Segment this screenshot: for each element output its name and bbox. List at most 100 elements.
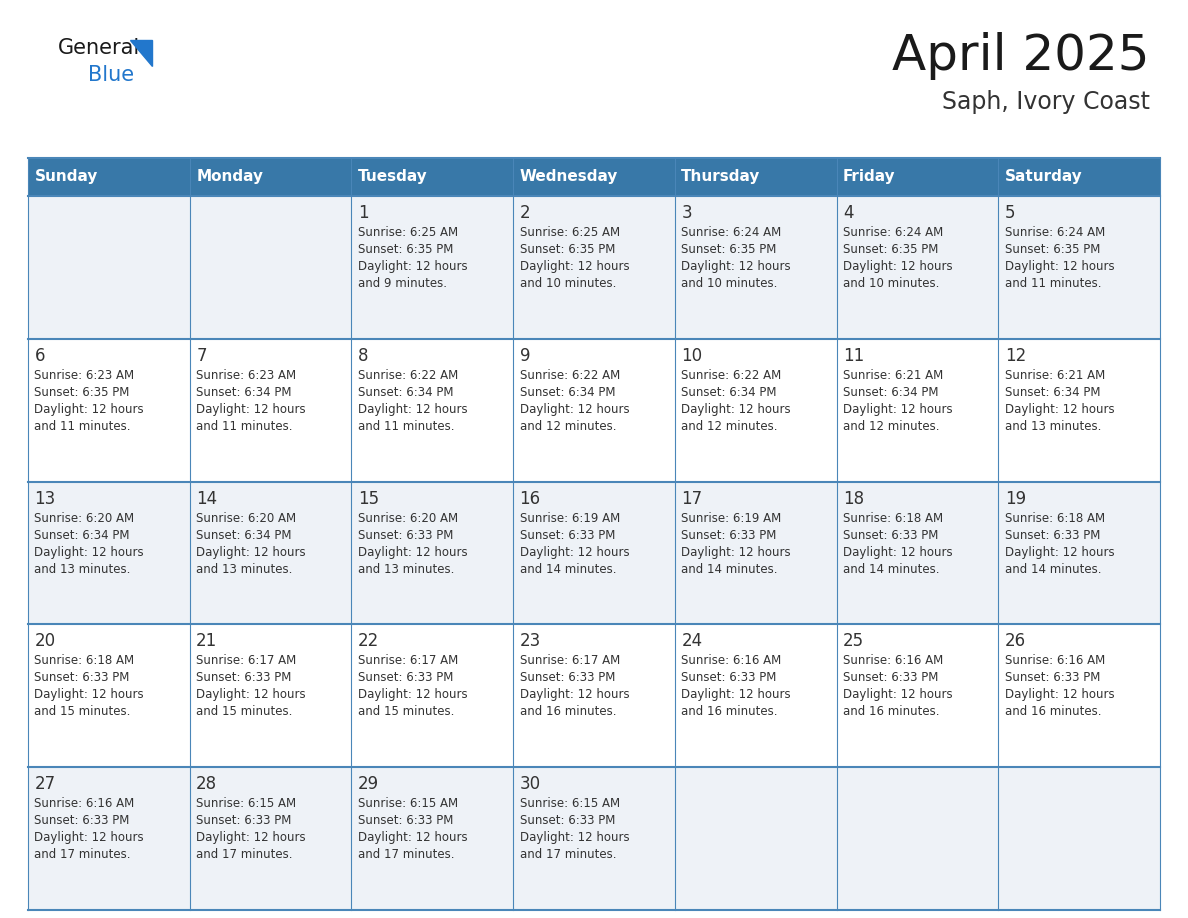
Bar bbox=[29, 482, 1159, 624]
Text: Sunset: 6:34 PM: Sunset: 6:34 PM bbox=[358, 386, 454, 398]
Bar bbox=[29, 196, 1159, 339]
Text: 24: 24 bbox=[682, 633, 702, 650]
Text: Sunset: 6:34 PM: Sunset: 6:34 PM bbox=[196, 386, 292, 398]
Text: 25: 25 bbox=[843, 633, 864, 650]
Text: Sunset: 6:33 PM: Sunset: 6:33 PM bbox=[1005, 529, 1100, 542]
Text: Sunrise: 6:21 AM: Sunrise: 6:21 AM bbox=[843, 369, 943, 382]
Text: 4: 4 bbox=[843, 204, 853, 222]
Text: Sunset: 6:35 PM: Sunset: 6:35 PM bbox=[34, 386, 129, 398]
Text: Sunrise: 6:20 AM: Sunrise: 6:20 AM bbox=[196, 511, 296, 524]
Text: Sunset: 6:35 PM: Sunset: 6:35 PM bbox=[358, 243, 454, 256]
Text: Sunrise: 6:18 AM: Sunrise: 6:18 AM bbox=[1005, 511, 1105, 524]
Bar bbox=[29, 624, 1159, 767]
Text: 17: 17 bbox=[682, 489, 702, 508]
Text: Sunset: 6:35 PM: Sunset: 6:35 PM bbox=[1005, 243, 1100, 256]
Text: and 13 minutes.: and 13 minutes. bbox=[34, 563, 131, 576]
Text: and 17 minutes.: and 17 minutes. bbox=[519, 848, 617, 861]
Text: Sunrise: 6:17 AM: Sunrise: 6:17 AM bbox=[196, 655, 297, 667]
Text: Sunrise: 6:17 AM: Sunrise: 6:17 AM bbox=[519, 655, 620, 667]
Text: Monday: Monday bbox=[196, 170, 264, 185]
Text: 7: 7 bbox=[196, 347, 207, 364]
Text: 22: 22 bbox=[358, 633, 379, 650]
Text: Sunset: 6:33 PM: Sunset: 6:33 PM bbox=[358, 529, 454, 542]
Text: 27: 27 bbox=[34, 775, 56, 793]
Text: Sunrise: 6:20 AM: Sunrise: 6:20 AM bbox=[34, 511, 134, 524]
Text: Daylight: 12 hours: Daylight: 12 hours bbox=[682, 260, 791, 273]
Text: Sunset: 6:35 PM: Sunset: 6:35 PM bbox=[519, 243, 615, 256]
Text: Sunrise: 6:23 AM: Sunrise: 6:23 AM bbox=[34, 369, 134, 382]
Text: 29: 29 bbox=[358, 775, 379, 793]
Text: Daylight: 12 hours: Daylight: 12 hours bbox=[519, 688, 630, 701]
Text: Daylight: 12 hours: Daylight: 12 hours bbox=[843, 688, 953, 701]
Text: and 12 minutes.: and 12 minutes. bbox=[682, 420, 778, 432]
Text: Thursday: Thursday bbox=[682, 170, 760, 185]
Text: Sunrise: 6:16 AM: Sunrise: 6:16 AM bbox=[843, 655, 943, 667]
Text: Daylight: 12 hours: Daylight: 12 hours bbox=[34, 688, 144, 701]
Text: 13: 13 bbox=[34, 489, 56, 508]
Text: Daylight: 12 hours: Daylight: 12 hours bbox=[843, 403, 953, 416]
Text: Daylight: 12 hours: Daylight: 12 hours bbox=[358, 831, 468, 845]
Text: and 17 minutes.: and 17 minutes. bbox=[34, 848, 131, 861]
Text: Sunset: 6:33 PM: Sunset: 6:33 PM bbox=[843, 671, 939, 685]
Text: Daylight: 12 hours: Daylight: 12 hours bbox=[358, 403, 468, 416]
Text: Daylight: 12 hours: Daylight: 12 hours bbox=[682, 403, 791, 416]
Bar bbox=[29, 158, 1159, 196]
Text: Sunrise: 6:24 AM: Sunrise: 6:24 AM bbox=[682, 226, 782, 239]
Text: Sunset: 6:33 PM: Sunset: 6:33 PM bbox=[519, 529, 615, 542]
Text: Sunset: 6:34 PM: Sunset: 6:34 PM bbox=[682, 386, 777, 398]
Text: and 10 minutes.: and 10 minutes. bbox=[843, 277, 940, 290]
Text: Sunrise: 6:22 AM: Sunrise: 6:22 AM bbox=[358, 369, 459, 382]
Text: Sunrise: 6:24 AM: Sunrise: 6:24 AM bbox=[843, 226, 943, 239]
Text: Wednesday: Wednesday bbox=[519, 170, 618, 185]
Bar bbox=[29, 767, 1159, 910]
Text: Sunset: 6:35 PM: Sunset: 6:35 PM bbox=[843, 243, 939, 256]
Text: Sunset: 6:33 PM: Sunset: 6:33 PM bbox=[682, 671, 777, 685]
Text: Sunrise: 6:17 AM: Sunrise: 6:17 AM bbox=[358, 655, 459, 667]
Text: Sunrise: 6:15 AM: Sunrise: 6:15 AM bbox=[196, 797, 296, 811]
Text: and 11 minutes.: and 11 minutes. bbox=[358, 420, 454, 432]
Text: Sunrise: 6:18 AM: Sunrise: 6:18 AM bbox=[34, 655, 134, 667]
Text: Daylight: 12 hours: Daylight: 12 hours bbox=[682, 688, 791, 701]
Text: Tuesday: Tuesday bbox=[358, 170, 428, 185]
Text: Daylight: 12 hours: Daylight: 12 hours bbox=[843, 260, 953, 273]
Text: and 9 minutes.: and 9 minutes. bbox=[358, 277, 447, 290]
Text: Sunset: 6:33 PM: Sunset: 6:33 PM bbox=[196, 671, 291, 685]
Text: Sunrise: 6:16 AM: Sunrise: 6:16 AM bbox=[34, 797, 134, 811]
Text: Sunrise: 6:23 AM: Sunrise: 6:23 AM bbox=[196, 369, 296, 382]
Text: Sunrise: 6:15 AM: Sunrise: 6:15 AM bbox=[519, 797, 620, 811]
Text: and 13 minutes.: and 13 minutes. bbox=[358, 563, 454, 576]
Text: 28: 28 bbox=[196, 775, 217, 793]
Text: Daylight: 12 hours: Daylight: 12 hours bbox=[843, 545, 953, 558]
Text: Sunset: 6:34 PM: Sunset: 6:34 PM bbox=[34, 529, 129, 542]
Text: Sunrise: 6:19 AM: Sunrise: 6:19 AM bbox=[682, 511, 782, 524]
Text: Sunrise: 6:22 AM: Sunrise: 6:22 AM bbox=[519, 369, 620, 382]
Text: Sunset: 6:34 PM: Sunset: 6:34 PM bbox=[196, 529, 292, 542]
Text: Daylight: 12 hours: Daylight: 12 hours bbox=[1005, 688, 1114, 701]
Text: Sunrise: 6:25 AM: Sunrise: 6:25 AM bbox=[358, 226, 459, 239]
Text: Daylight: 12 hours: Daylight: 12 hours bbox=[1005, 403, 1114, 416]
Text: Sunset: 6:33 PM: Sunset: 6:33 PM bbox=[519, 671, 615, 685]
Text: Sunset: 6:33 PM: Sunset: 6:33 PM bbox=[358, 814, 454, 827]
Text: and 15 minutes.: and 15 minutes. bbox=[358, 705, 454, 719]
Text: and 15 minutes.: and 15 minutes. bbox=[34, 705, 131, 719]
Text: and 11 minutes.: and 11 minutes. bbox=[34, 420, 131, 432]
Text: Daylight: 12 hours: Daylight: 12 hours bbox=[1005, 545, 1114, 558]
Text: Sunrise: 6:21 AM: Sunrise: 6:21 AM bbox=[1005, 369, 1105, 382]
Text: Sunset: 6:34 PM: Sunset: 6:34 PM bbox=[1005, 386, 1100, 398]
Text: Daylight: 12 hours: Daylight: 12 hours bbox=[34, 831, 144, 845]
Text: Daylight: 12 hours: Daylight: 12 hours bbox=[519, 260, 630, 273]
Text: Daylight: 12 hours: Daylight: 12 hours bbox=[519, 545, 630, 558]
Text: 19: 19 bbox=[1005, 489, 1026, 508]
Text: Daylight: 12 hours: Daylight: 12 hours bbox=[519, 831, 630, 845]
Text: 12: 12 bbox=[1005, 347, 1026, 364]
Text: 21: 21 bbox=[196, 633, 217, 650]
Text: Daylight: 12 hours: Daylight: 12 hours bbox=[34, 403, 144, 416]
Text: Daylight: 12 hours: Daylight: 12 hours bbox=[196, 403, 305, 416]
Text: Sunrise: 6:18 AM: Sunrise: 6:18 AM bbox=[843, 511, 943, 524]
Text: 10: 10 bbox=[682, 347, 702, 364]
Text: 18: 18 bbox=[843, 489, 864, 508]
Text: Sunset: 6:34 PM: Sunset: 6:34 PM bbox=[519, 386, 615, 398]
Text: Sunrise: 6:16 AM: Sunrise: 6:16 AM bbox=[682, 655, 782, 667]
Text: and 16 minutes.: and 16 minutes. bbox=[682, 705, 778, 719]
Text: Sunset: 6:33 PM: Sunset: 6:33 PM bbox=[843, 529, 939, 542]
